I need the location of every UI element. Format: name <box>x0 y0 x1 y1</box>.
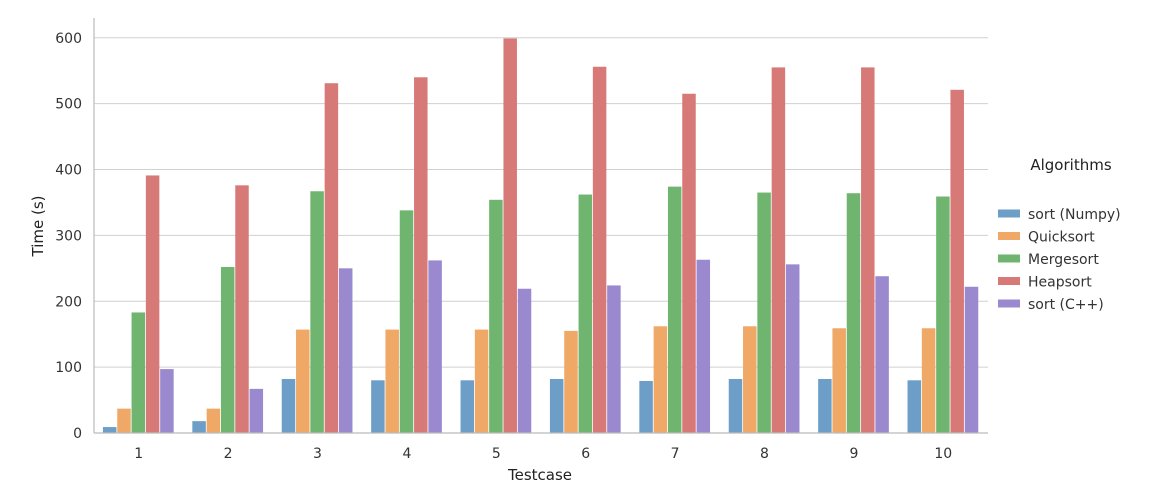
legend: Algorithms sort (Numpy) Quicksort Mergesor… <box>998 156 1121 313</box>
y-tick-label: 0 <box>73 426 82 442</box>
legend-swatch <box>998 299 1020 308</box>
bar-quicksort-testcase-10 <box>921 328 936 433</box>
bar-sort-c-testcase-3 <box>338 268 353 433</box>
bar-mergesort-testcase-1 <box>131 312 146 433</box>
bar-sort-c-testcase-8 <box>785 264 800 433</box>
bar-quicksort-testcase-9 <box>832 328 846 433</box>
bar-sort-numpy-testcase-6 <box>549 378 564 433</box>
bar-heapsort-testcase-7 <box>682 93 696 433</box>
legend-title: Algorithms <box>1030 156 1111 174</box>
bar-sort-numpy-testcase-7 <box>639 380 653 433</box>
bar-heapsort-testcase-1 <box>145 175 160 433</box>
bar-quicksort-testcase-7 <box>653 326 668 433</box>
legend-label: Mergesort <box>1028 252 1099 268</box>
bar-sort-c-testcase-9 <box>875 276 889 433</box>
bar-sort-c-testcase-7 <box>696 259 711 433</box>
bar-heapsort-testcase-9 <box>861 67 875 434</box>
bar-heapsort-testcase-4 <box>414 77 428 433</box>
y-tick-label: 400 <box>55 163 82 179</box>
bar-heapsort-testcase-2 <box>235 185 249 433</box>
bar-quicksort-testcase-5 <box>474 329 489 433</box>
bar-mergesort-testcase-8 <box>757 192 771 433</box>
x-axis-label: Testcase <box>507 466 572 484</box>
x-tick-label: 6 <box>581 446 590 462</box>
bar-heapsort-testcase-6 <box>592 66 607 433</box>
bar-sort-c-testcase-10 <box>964 286 979 433</box>
bar-mergesort-testcase-10 <box>936 196 950 433</box>
x-tick-label: 5 <box>492 446 501 462</box>
y-axis-label: Time (s) <box>29 196 47 258</box>
legend-items: sort (Numpy) Quicksort Mergesort Heapsort so… <box>998 207 1121 313</box>
x-tick-label: 3 <box>313 446 322 462</box>
bar-heapsort-testcase-3 <box>324 83 339 434</box>
bar-quicksort-testcase-8 <box>743 326 757 433</box>
bar-sort-numpy-testcase-4 <box>371 380 385 433</box>
legend-swatch <box>998 254 1020 263</box>
legend-label: Quicksort <box>1028 230 1095 246</box>
bars <box>102 38 979 434</box>
y-tick-label: 100 <box>55 360 82 376</box>
x-tick-label: 1 <box>134 446 143 462</box>
bar-sort-numpy-testcase-3 <box>281 378 296 433</box>
bar-mergesort-testcase-9 <box>846 193 861 433</box>
x-tick-label: 8 <box>760 446 769 462</box>
bar-sort-numpy-testcase-1 <box>102 427 117 433</box>
bar-quicksort-testcase-4 <box>385 329 399 433</box>
x-tick-labels: 1 2 3 4 5 6 7 8 9 10 <box>134 446 952 462</box>
y-tick-labels: 0 100 200 300 400 500 600 <box>55 31 82 442</box>
bar-heapsort-testcase-8 <box>771 67 786 434</box>
legend-swatch <box>998 209 1020 218</box>
bar-sort-numpy-testcase-5 <box>460 380 475 433</box>
bar-quicksort-testcase-3 <box>296 329 310 433</box>
bar-sort-numpy-testcase-2 <box>192 421 206 433</box>
bar-sort-numpy-testcase-9 <box>818 378 832 433</box>
y-tick-label: 200 <box>55 294 82 310</box>
bar-sort-c-testcase-1 <box>160 369 174 433</box>
legend-swatch <box>998 232 1020 240</box>
x-tick-label: 7 <box>671 446 680 462</box>
bar-quicksort-testcase-2 <box>206 408 221 433</box>
bar-mergesort-testcase-2 <box>220 267 235 433</box>
bar-heapsort-testcase-10 <box>950 89 964 434</box>
bar-mergesort-testcase-5 <box>489 199 503 433</box>
bar-mergesort-testcase-4 <box>399 210 414 433</box>
bar-quicksort-testcase-1 <box>117 408 131 433</box>
bar-sort-c-testcase-4 <box>428 260 442 433</box>
bar-mergesort-testcase-3 <box>310 191 324 433</box>
bar-sort-numpy-testcase-10 <box>907 380 922 433</box>
legend-label: Heapsort <box>1028 275 1092 291</box>
axes <box>93 18 988 434</box>
bar-sort-c-testcase-6 <box>607 285 621 433</box>
y-tick-label: 600 <box>55 31 82 47</box>
x-tick-label: 9 <box>849 446 858 462</box>
y-tick-label: 500 <box>55 97 82 113</box>
bar-sort-c-testcase-5 <box>517 288 532 433</box>
bar-quicksort-testcase-6 <box>564 330 578 433</box>
x-tick-label: 10 <box>934 446 952 462</box>
legend-label: sort (Numpy) <box>1028 207 1121 223</box>
bar-mergesort-testcase-6 <box>578 194 593 433</box>
bar-sort-c-testcase-2 <box>249 388 264 433</box>
bar-sort-numpy-testcase-8 <box>728 378 743 433</box>
bar-mergesort-testcase-7 <box>667 186 682 433</box>
x-tick-label: 4 <box>402 446 411 462</box>
bar-heapsort-testcase-5 <box>503 38 517 434</box>
legend-swatch <box>998 277 1020 285</box>
x-tick-label: 2 <box>224 446 233 462</box>
y-tick-label: 300 <box>55 228 82 244</box>
legend-label: sort (C++) <box>1028 297 1104 313</box>
